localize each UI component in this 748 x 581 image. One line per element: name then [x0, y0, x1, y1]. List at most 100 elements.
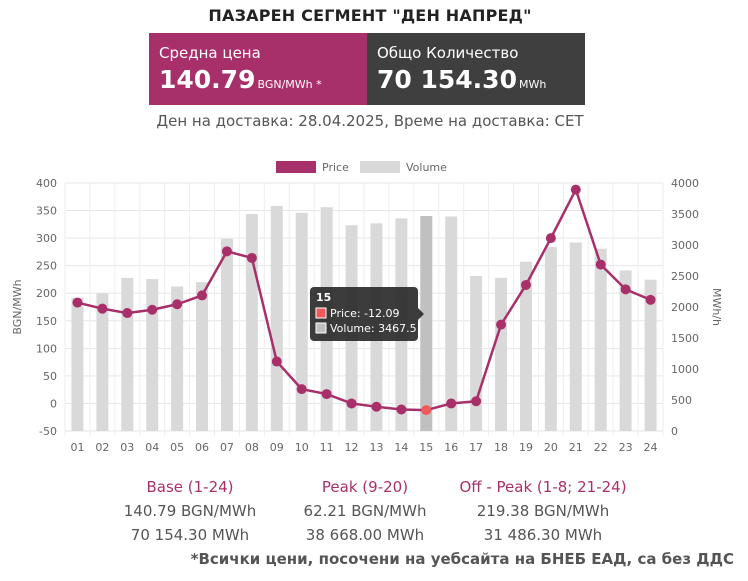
price-point — [172, 299, 183, 310]
price-point — [396, 404, 407, 415]
volume-bar — [619, 270, 632, 431]
y-right-tick-label: 3500 — [671, 208, 699, 221]
volume-bar — [295, 212, 308, 431]
summary-base-volume: 70 154.30 MWh — [130, 526, 250, 544]
x-tick-label: 03 — [120, 441, 134, 454]
average-price-unit: BGN/MWh * — [257, 78, 322, 91]
y-left-tick-label: 300 — [36, 232, 57, 245]
y-left-tick-label: -50 — [39, 425, 57, 438]
price-point — [645, 294, 656, 305]
price-point — [471, 396, 482, 407]
x-tick-label: 16 — [444, 441, 458, 454]
x-tick-label: 22 — [594, 441, 608, 454]
summary-offpeak-title: Off - Peak (1-8; 21-24) — [459, 478, 627, 496]
summary-peak-title: Peak (9-20) — [321, 478, 409, 496]
volume-bar — [245, 214, 258, 431]
y-right-tick-label: 500 — [671, 394, 692, 407]
price-point — [421, 405, 432, 416]
average-price-label: Средна цена — [159, 44, 261, 62]
x-tick-label: 15 — [419, 441, 433, 454]
x-tick-label: 11 — [320, 441, 334, 454]
price-point — [296, 384, 307, 395]
x-tick-label: 01 — [70, 441, 84, 454]
y-right-tick-label: 1000 — [671, 363, 699, 376]
total-volume-label: Общо Количество — [377, 44, 519, 62]
y-left-tick-label: 0 — [50, 397, 57, 410]
price-point — [321, 389, 332, 400]
volume-bar — [544, 246, 557, 431]
summary-peak-price: 62.21 BGN/MWh — [303, 502, 427, 520]
y-right-tick-label: 2500 — [671, 270, 699, 283]
price-point — [595, 259, 606, 270]
y-right-axis-label: MWh/h — [710, 288, 723, 326]
x-tick-label: 18 — [494, 441, 508, 454]
price-point — [496, 319, 507, 330]
price-point — [520, 279, 531, 290]
tooltip-box — [310, 287, 418, 341]
total-volume-value: 70 154.30 — [377, 65, 517, 94]
volume-bar — [171, 286, 184, 431]
summary-base: Base (1-24) 140.79 BGN/MWh 70 154.30 MWh — [90, 475, 290, 547]
total-volume-box: Общо Количество 70 154.30 MWh — [367, 33, 585, 105]
tooltip-volume-text: Volume: 3467.5 — [330, 322, 417, 335]
x-tick-label: 07 — [220, 441, 234, 454]
footnote: *Всички цени, посочени на уебсайта на БН… — [190, 550, 734, 568]
legend-volume-label: Volume — [406, 161, 447, 174]
average-price-value: 140.79 — [159, 65, 256, 94]
volume-bar — [644, 279, 657, 431]
x-tick-label: 21 — [569, 441, 583, 454]
y-left-tick-label: 100 — [36, 342, 57, 355]
volume-bar — [220, 238, 233, 431]
volume-bar — [270, 205, 283, 431]
price-point — [446, 398, 457, 409]
legend-price-swatch — [276, 161, 316, 173]
tooltip-caret — [418, 308, 424, 320]
tooltip-price-text: Price: -12.09 — [330, 307, 400, 320]
x-tick-label: 17 — [469, 441, 483, 454]
price-point — [147, 304, 158, 315]
x-tick-label: 06 — [195, 441, 209, 454]
y-left-tick-label: 350 — [36, 205, 57, 218]
volume-bar — [470, 276, 483, 431]
y-left-tick-label: 200 — [36, 287, 57, 300]
average-price-box: Средна цена 140.79 BGN/MWh * — [149, 33, 367, 105]
volume-bar — [495, 277, 508, 431]
y-left-axis-label: BGN/MWh — [11, 279, 24, 334]
summary-base-title: Base (1-24) — [146, 478, 234, 496]
price-point — [221, 246, 232, 257]
price-point — [197, 290, 208, 301]
page-title: ПАЗАРЕН СЕГМЕНТ "ДЕН НАПРЕД" — [208, 6, 532, 25]
x-tick-label: 04 — [145, 441, 159, 454]
y-right-tick-label: 4000 — [671, 177, 699, 190]
x-tick-label: 08 — [245, 441, 259, 454]
y-right-tick-label: 3000 — [671, 239, 699, 252]
y-left-tick-label: 150 — [36, 315, 57, 328]
summary-peak-volume: 38 668.00 MWh — [305, 526, 425, 544]
volume-bar — [96, 293, 109, 431]
price-point — [72, 297, 83, 308]
tooltip-title: 15 — [316, 291, 331, 304]
price-point — [122, 308, 133, 319]
price-volume-chart[interactable]: -500501001502002503003504000500100015002… — [0, 150, 748, 460]
volume-bar — [420, 216, 433, 431]
volume-bar — [594, 248, 607, 431]
price-point — [271, 356, 282, 367]
summary-peak: Peak (9-20) 62.21 BGN/MWh 38 668.00 MWh — [265, 475, 465, 547]
x-tick-label: 02 — [95, 441, 109, 454]
volume-bar — [569, 242, 582, 431]
price-point — [246, 252, 257, 263]
price-point — [620, 284, 631, 295]
price-point — [346, 398, 357, 409]
tooltip-price-swatch — [315, 307, 327, 319]
x-tick-label: 14 — [394, 441, 408, 454]
x-tick-label: 19 — [519, 441, 533, 454]
x-tick-label: 20 — [544, 441, 558, 454]
y-left-tick-label: 400 — [36, 177, 57, 190]
x-tick-label: 13 — [369, 441, 383, 454]
price-point — [545, 233, 556, 244]
x-tick-label: 05 — [170, 441, 184, 454]
y-right-tick-label: 1500 — [671, 332, 699, 345]
price-point — [570, 184, 581, 195]
summary-offpeak: Off - Peak (1-8; 21-24) 219.38 BGN/MWh 3… — [443, 475, 643, 547]
summary-offpeak-price: 219.38 BGN/MWh — [476, 502, 610, 520]
